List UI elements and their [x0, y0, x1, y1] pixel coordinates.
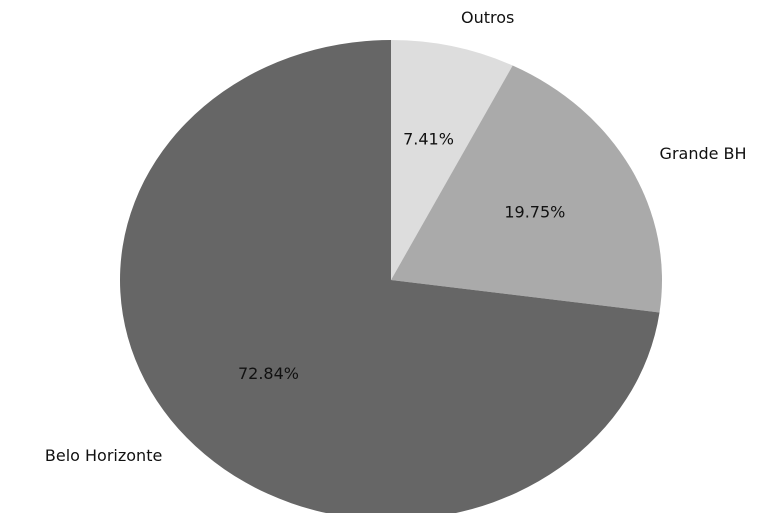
pie-slice-grande-bh: [391, 65, 662, 313]
pie-value-label-grande-bh: 19.75%: [504, 202, 565, 221]
pie-category-label-outros: Outros: [461, 8, 514, 27]
pie-category-label-belo-horizonte: Belo Horizonte: [45, 446, 162, 465]
pie-slice-belo-horizonte: [120, 40, 660, 513]
pie-value-label-belo-horizonte: 72.84%: [238, 364, 299, 383]
pie-value-label-outros: 7.41%: [403, 129, 454, 148]
pie-slice-outros: [391, 40, 513, 280]
pie-category-label-grande-bh: Grande BH: [660, 144, 747, 163]
